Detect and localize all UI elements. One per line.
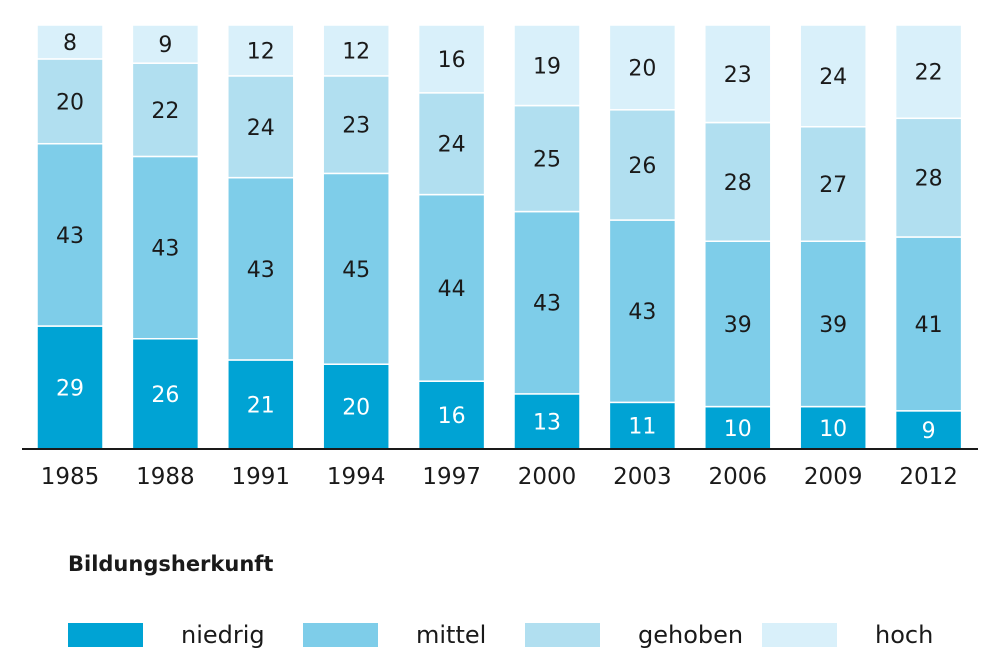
x-tick-label-2006: 2006 [709,464,768,490]
bar-segment-mittel-2012 [894,236,963,412]
bar-segment-hoch-2009 [799,24,867,128]
value-label-gehoben-1985: 20 [56,90,84,115]
bar-segment-gehoben-1994 [322,75,390,175]
bar-segment-niedrig-2006 [704,405,772,450]
x-tick-label-1988: 1988 [136,464,195,490]
legend-item-hoch: hoch [762,618,933,652]
legend-swatch-hoch [762,623,837,647]
value-label-hoch-2000: 19 [533,54,561,79]
value-label-mittel-1997: 44 [438,277,466,302]
value-label-mittel-2006: 39 [724,313,752,338]
legend-item-mittel: mittel [303,618,486,652]
legend-label-hoch: hoch [875,621,934,649]
value-label-hoch-1997: 16 [438,48,466,73]
value-label-gehoben-2012: 28 [915,167,943,192]
legend-item-niedrig: niedrig [68,618,265,652]
bar-segment-hoch-1985 [36,24,104,60]
x-tick-label-2009: 2009 [804,464,863,490]
value-label-gehoben-2000: 25 [533,148,561,173]
value-label-niedrig-2003: 11 [628,415,656,440]
value-label-mittel-1991: 43 [247,258,275,283]
x-tick-label-1994: 1994 [327,464,386,490]
value-label-mittel-1988: 43 [151,237,179,262]
bar-segment-mittel-2003 [608,219,677,404]
bar-segment-mittel-1985 [36,142,104,327]
bar-segment-gehoben-1997 [417,92,486,196]
value-label-gehoben-1997: 24 [438,133,466,158]
bar-segment-gehoben-1988 [131,62,200,158]
x-tick-label-2012: 2012 [899,464,958,490]
bar-segment-hoch-1991 [227,24,295,77]
bar-segment-gehoben-1991 [227,75,295,179]
bar-segment-mittel-1988 [131,155,200,340]
bar-segment-gehoben-2009 [799,126,867,242]
legend-swatch-gehoben [525,623,600,647]
value-label-niedrig-1997: 16 [438,404,466,429]
bar-segment-mittel-2006 [704,240,772,408]
legend-swatch-niedrig [68,623,143,647]
value-label-gehoben-1994: 23 [342,114,370,139]
value-label-mittel-2009: 39 [819,313,847,338]
x-axis-tick-labels: 1985 1988 1991 1994 1997 2000 2003 2006 2009 2012 [41,464,958,490]
legend-swatch-mittel [303,623,378,647]
bar-segment-niedrig-1985 [36,325,104,450]
value-label-niedrig-1994: 20 [342,396,370,421]
value-label-hoch-2009: 24 [819,65,847,90]
value-label-gehoben-1991: 24 [247,116,275,141]
legend-label-mittel: mittel [416,621,487,649]
value-label-gehoben-2003: 26 [628,154,656,179]
value-label-hoch-1994: 12 [342,39,370,64]
bar-segment-mittel-1991 [227,176,295,361]
value-label-niedrig-1985: 29 [56,377,84,402]
bar-segment-hoch-2000 [513,24,581,107]
bar-segment-niedrig-2000 [513,393,581,450]
bars-group: 29 43 20 8 26 43 22 9 21 43 24 12 20 45 23 12 16 44 24 16 13… [36,24,963,450]
x-tick-label-2003: 2003 [613,464,672,490]
legend-title: Bildungsherkunft [68,552,274,576]
bar-segment-hoch-2003 [608,24,677,111]
value-label-niedrig-1988: 26 [151,383,179,408]
bar-segment-hoch-1997 [417,24,486,94]
value-label-hoch-2006: 23 [724,63,752,88]
value-label-hoch-2003: 20 [628,56,656,81]
value-label-niedrig-2012: 9 [922,419,936,444]
x-tick-label-1991: 1991 [232,464,291,490]
x-tick-label-2000: 2000 [518,464,577,490]
value-label-hoch-1988: 9 [158,33,172,58]
bar-segment-hoch-2006 [704,24,772,124]
bar-segment-hoch-2012 [894,24,963,120]
legend-label-niedrig: niedrig [181,621,265,649]
value-label-mittel-1994: 45 [342,258,370,283]
bar-segment-niedrig-1997 [417,380,486,450]
bar-segment-hoch-1994 [322,24,390,77]
x-tick-label-1997: 1997 [422,464,481,490]
legend-label-gehoben: gehoben [638,621,744,649]
value-label-niedrig-2000: 13 [533,410,561,435]
value-label-niedrig-2006: 10 [724,417,752,442]
stacked-bar-chart: 29 43 20 8 26 43 22 9 21 43 24 12 20 45 23 12 16 44 24 16 13… [22,24,978,490]
bar-segment-hoch-1988 [131,24,200,64]
value-label-gehoben-2006: 28 [724,171,752,196]
value-label-mittel-2012: 41 [915,313,943,338]
value-label-hoch-1985: 8 [63,31,77,56]
value-label-niedrig-1991: 21 [247,393,275,418]
value-label-mittel-2003: 43 [628,300,656,325]
value-label-hoch-1991: 12 [247,39,275,64]
legend-item-gehoben: gehoben [525,618,743,652]
x-tick-label-1985: 1985 [41,464,100,490]
value-label-gehoben-2009: 27 [819,173,847,198]
value-label-mittel-1985: 43 [56,224,84,249]
bar-segment-gehoben-2003 [608,109,677,221]
value-label-gehoben-1988: 22 [151,99,179,124]
legend: niedrig mittel gehoben hoch [0,618,1000,652]
value-label-mittel-2000: 43 [533,292,561,317]
bar-segment-mittel-2009 [799,240,867,408]
value-label-hoch-2012: 22 [915,61,943,86]
bar-segment-mittel-1997 [417,193,486,382]
value-label-niedrig-2009: 10 [819,417,847,442]
bar-segment-gehoben-2000 [513,104,581,213]
